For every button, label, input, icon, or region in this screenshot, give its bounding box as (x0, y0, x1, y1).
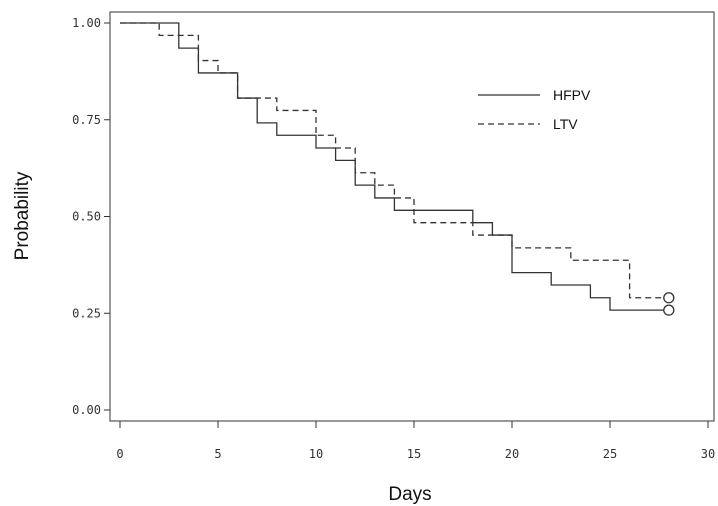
x-tick-label: 5 (214, 447, 221, 461)
x-tick-label: 25 (603, 447, 617, 461)
x-tick-label: 15 (407, 447, 421, 461)
series-line-hfpv (120, 22, 669, 311)
legend-label-ltv: LTV (553, 116, 578, 132)
y-tick-label: 0.00 (72, 403, 101, 417)
x-axis-title: Days (388, 484, 431, 505)
x-tick-label: 0 (116, 447, 123, 461)
y-axis-title: Probability (12, 171, 33, 260)
series-line-ltv (120, 22, 669, 299)
legend-label-hfpv: HFPV (553, 87, 591, 103)
y-axis: 0.00 0.25 0.50 0.75 1.00 (72, 16, 110, 417)
y-tick-label: 1.00 (72, 16, 101, 30)
series-layer (120, 22, 675, 316)
x-axis: 0 5 10 15 20 25 30 (116, 421, 715, 461)
censor-marker-ltv (663, 292, 675, 304)
y-tick-label: 0.25 (72, 306, 101, 320)
x-tick-label: 30 (701, 447, 715, 461)
x-tick-label: 20 (505, 447, 519, 461)
y-tick-label: 0.75 (72, 113, 101, 127)
censor-marker-hfpv (663, 304, 675, 316)
y-tick-label: 0.50 (72, 210, 101, 224)
legend: HFPV LTV (478, 87, 591, 132)
x-tick-label: 10 (309, 447, 323, 461)
